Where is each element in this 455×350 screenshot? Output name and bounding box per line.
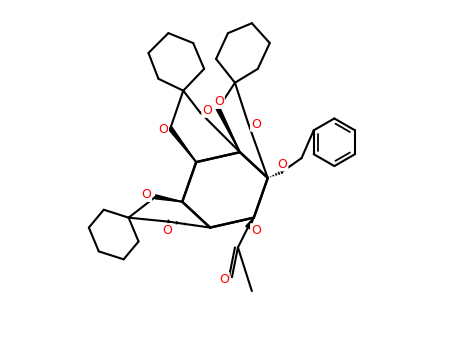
- Text: O: O: [251, 118, 261, 131]
- Text: O: O: [219, 273, 229, 286]
- Text: O: O: [162, 224, 172, 237]
- Text: O: O: [214, 95, 224, 108]
- Text: O: O: [158, 123, 168, 136]
- Text: O: O: [202, 104, 212, 117]
- Text: O: O: [251, 224, 261, 237]
- Polygon shape: [246, 218, 254, 229]
- Polygon shape: [169, 127, 196, 162]
- Text: O: O: [278, 158, 288, 170]
- Text: O: O: [158, 123, 168, 136]
- Text: O: O: [251, 118, 261, 131]
- Text: O: O: [219, 273, 229, 286]
- Polygon shape: [216, 108, 240, 152]
- Text: O: O: [142, 188, 152, 201]
- Text: O: O: [278, 158, 288, 170]
- Polygon shape: [155, 195, 182, 202]
- Text: O: O: [202, 104, 212, 117]
- Text: O: O: [162, 224, 172, 237]
- Text: O: O: [142, 188, 152, 201]
- Text: O: O: [251, 224, 261, 237]
- Text: O: O: [214, 95, 224, 108]
